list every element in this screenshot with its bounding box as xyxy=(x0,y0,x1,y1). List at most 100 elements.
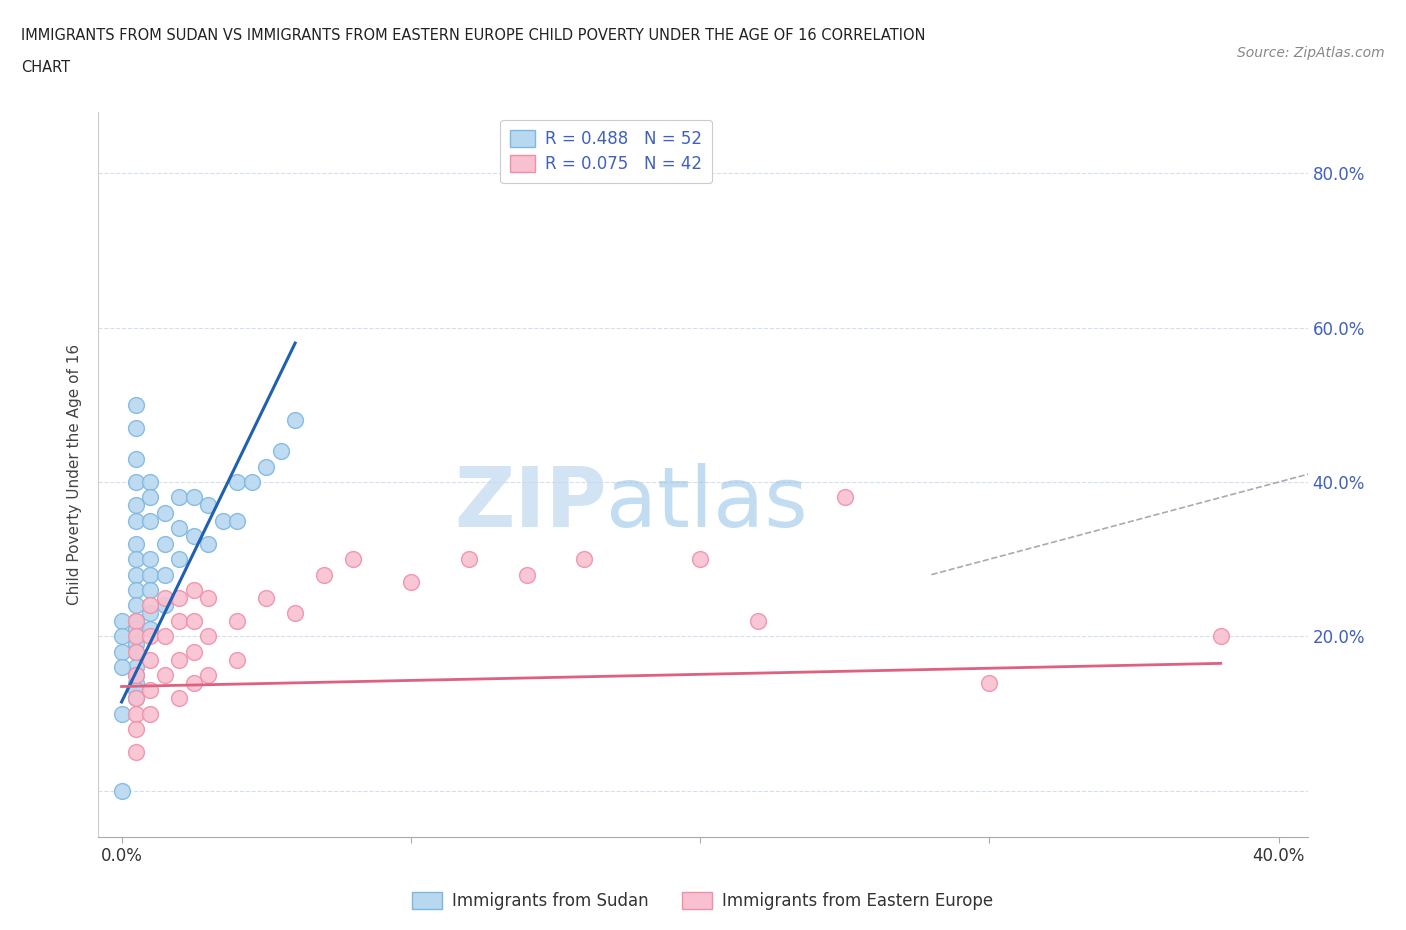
Point xyxy=(270,444,292,458)
Point xyxy=(226,513,249,528)
Point xyxy=(139,582,162,597)
Point xyxy=(110,706,132,721)
Point xyxy=(125,675,148,690)
Point xyxy=(125,498,148,512)
Point xyxy=(197,591,219,605)
Point xyxy=(125,582,148,597)
Point xyxy=(125,513,148,528)
Point xyxy=(183,644,205,659)
Point xyxy=(139,706,162,721)
Point xyxy=(125,745,148,760)
Point xyxy=(125,397,148,412)
Point xyxy=(125,567,148,582)
Point xyxy=(1209,629,1232,644)
Point xyxy=(284,413,307,428)
Text: Source: ZipAtlas.com: Source: ZipAtlas.com xyxy=(1237,46,1385,60)
Point xyxy=(226,652,249,667)
Point xyxy=(747,614,769,629)
Point xyxy=(284,605,307,620)
Point xyxy=(125,668,148,683)
Point xyxy=(153,598,176,613)
Point xyxy=(979,675,1001,690)
Point xyxy=(169,551,191,566)
Point xyxy=(240,474,263,489)
Point xyxy=(153,505,176,520)
Point xyxy=(169,591,191,605)
Point xyxy=(139,598,162,613)
Point xyxy=(139,629,162,644)
Point xyxy=(110,783,132,798)
Point xyxy=(457,551,479,566)
Point xyxy=(139,513,162,528)
Point xyxy=(139,621,162,636)
Point xyxy=(125,598,148,613)
Point xyxy=(254,459,277,474)
Point xyxy=(125,644,148,659)
Point xyxy=(125,537,148,551)
Point xyxy=(169,490,191,505)
Point xyxy=(169,652,191,667)
Point xyxy=(125,420,148,435)
Point xyxy=(125,659,148,674)
Point xyxy=(110,659,132,674)
Point xyxy=(834,490,856,505)
Point xyxy=(169,614,191,629)
Point xyxy=(139,605,162,620)
Point xyxy=(197,537,219,551)
Point xyxy=(169,521,191,536)
Point xyxy=(153,567,176,582)
Point xyxy=(211,513,233,528)
Point xyxy=(139,551,162,566)
Point xyxy=(226,474,249,489)
Point xyxy=(342,551,364,566)
Point xyxy=(125,637,148,652)
Point xyxy=(689,551,711,566)
Point xyxy=(125,706,148,721)
Point xyxy=(125,614,148,629)
Point xyxy=(125,644,148,659)
Legend: Immigrants from Sudan, Immigrants from Eastern Europe: Immigrants from Sudan, Immigrants from E… xyxy=(406,885,1000,917)
Point xyxy=(125,691,148,706)
Point xyxy=(153,537,176,551)
Point xyxy=(139,474,162,489)
Point xyxy=(139,683,162,698)
Legend: R = 0.488   N = 52, R = 0.075   N = 42: R = 0.488 N = 52, R = 0.075 N = 42 xyxy=(501,120,713,183)
Point xyxy=(197,668,219,683)
Point xyxy=(312,567,335,582)
Point xyxy=(226,614,249,629)
Point xyxy=(125,668,148,683)
Point xyxy=(254,591,277,605)
Point xyxy=(125,683,148,698)
Point xyxy=(125,474,148,489)
Point xyxy=(110,644,132,659)
Point xyxy=(139,652,162,667)
Point xyxy=(153,629,176,644)
Text: IMMIGRANTS FROM SUDAN VS IMMIGRANTS FROM EASTERN EUROPE CHILD POVERTY UNDER THE : IMMIGRANTS FROM SUDAN VS IMMIGRANTS FROM… xyxy=(21,28,925,43)
Point xyxy=(197,498,219,512)
Point xyxy=(125,614,148,629)
Point xyxy=(110,614,132,629)
Point xyxy=(125,551,148,566)
Point xyxy=(139,567,162,582)
Point xyxy=(183,582,205,597)
Point xyxy=(197,629,219,644)
Point xyxy=(139,490,162,505)
Point xyxy=(125,621,148,636)
Point xyxy=(110,629,132,644)
Point xyxy=(169,691,191,706)
Point xyxy=(183,675,205,690)
Point xyxy=(183,528,205,543)
Point xyxy=(399,575,422,590)
Text: atlas: atlas xyxy=(606,463,808,544)
Text: CHART: CHART xyxy=(21,60,70,75)
Point xyxy=(125,722,148,737)
Point xyxy=(125,629,148,644)
Point xyxy=(153,591,176,605)
Text: ZIP: ZIP xyxy=(454,463,606,544)
Point xyxy=(125,691,148,706)
Point xyxy=(515,567,537,582)
Point xyxy=(574,551,596,566)
Y-axis label: Child Poverty Under the Age of 16: Child Poverty Under the Age of 16 xyxy=(67,344,83,604)
Point xyxy=(183,614,205,629)
Point xyxy=(125,451,148,466)
